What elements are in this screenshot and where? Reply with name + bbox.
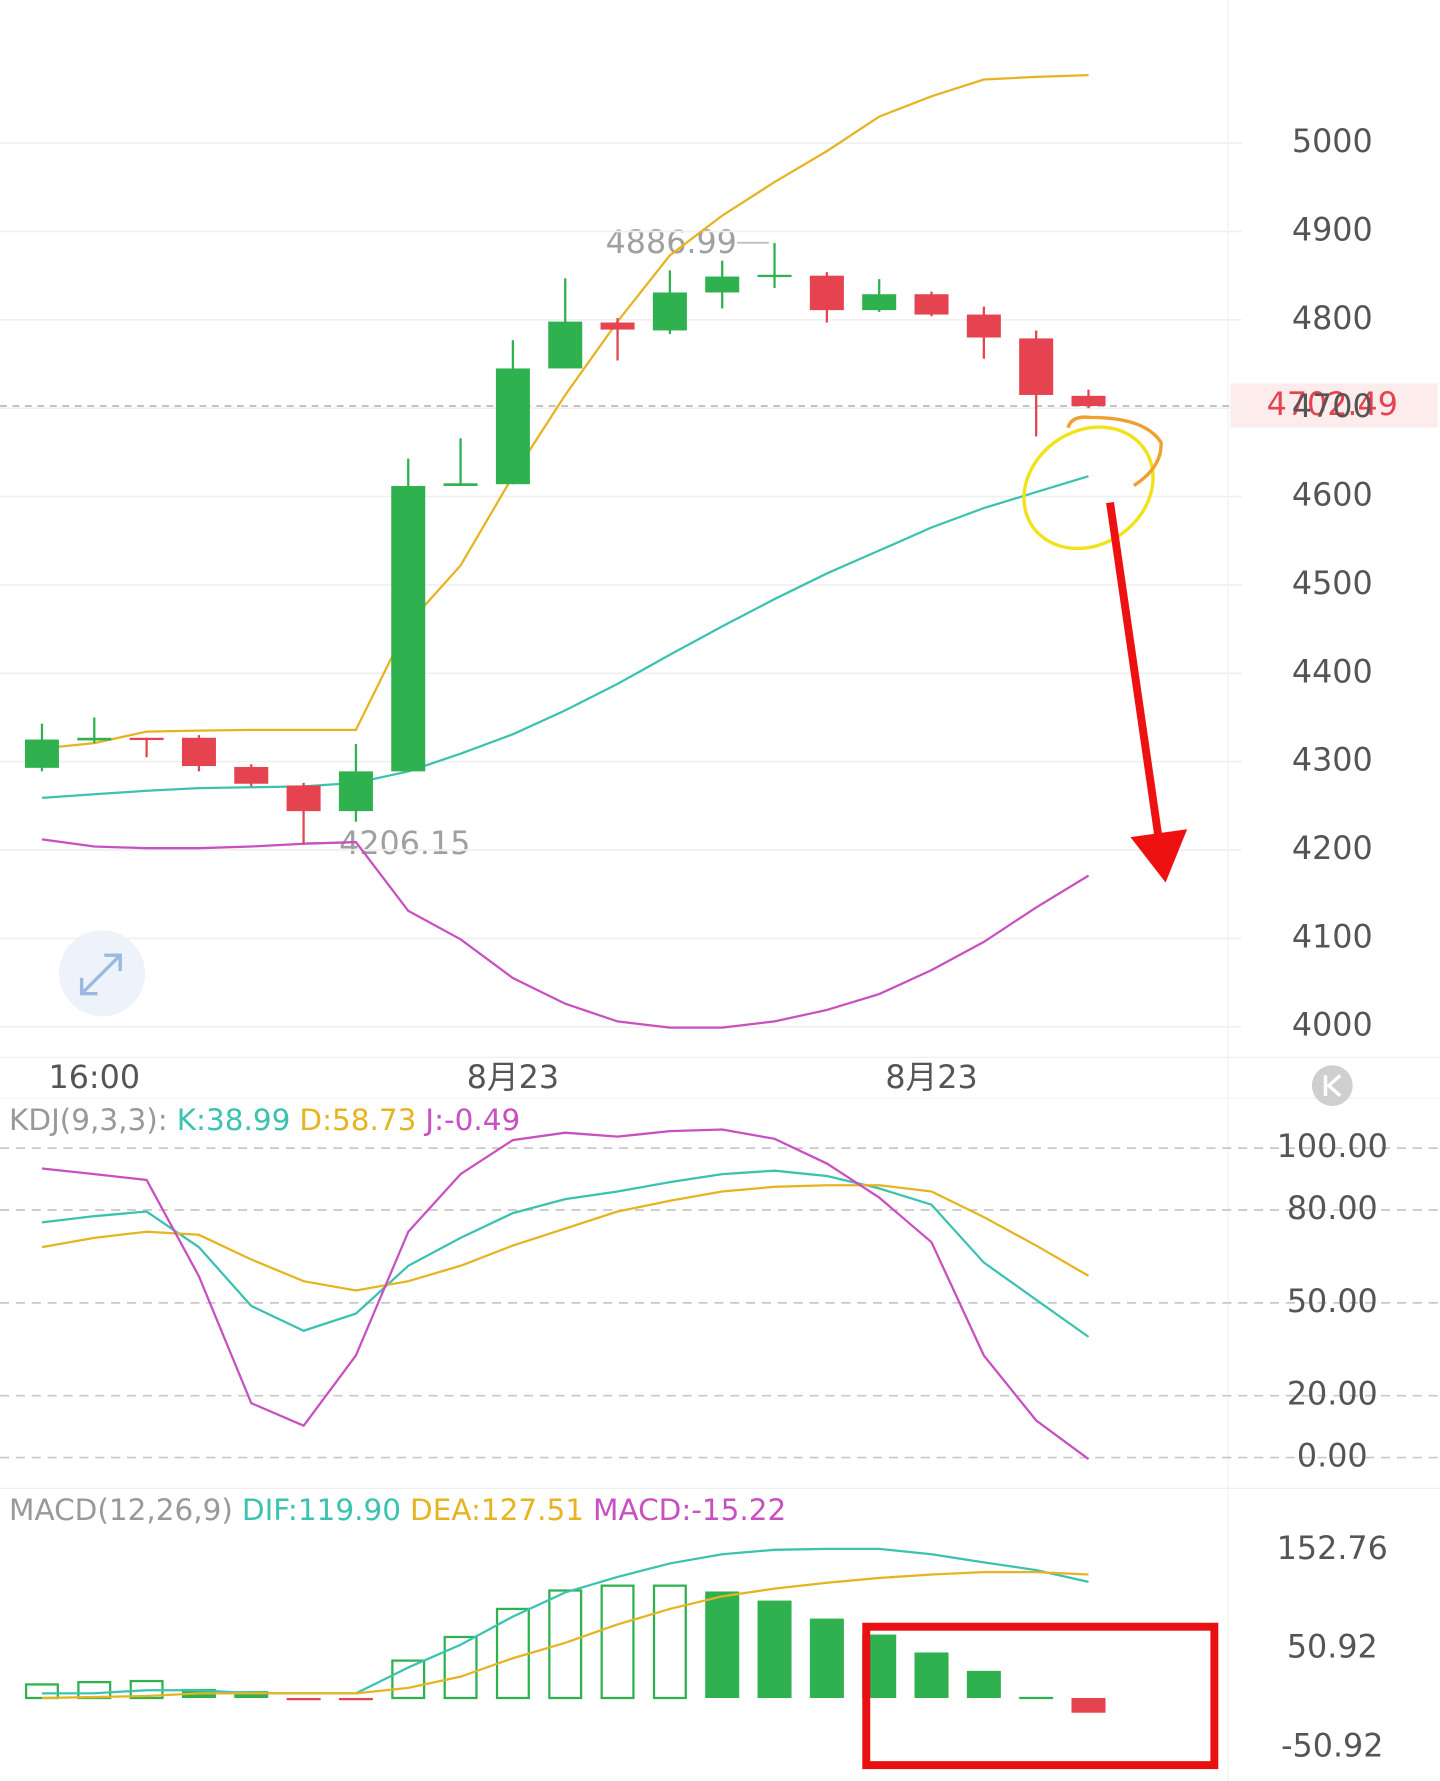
y-tick-label: 80.00 xyxy=(1287,1191,1378,1227)
header-item: DIF:119.90 xyxy=(242,1493,401,1527)
macd-bar xyxy=(548,1589,583,1700)
macd-bar xyxy=(234,1691,269,1698)
macd-bar xyxy=(705,1591,740,1698)
y-tick-label: 4900 xyxy=(1292,212,1373,248)
red-arrow-shaft xyxy=(1106,501,1163,841)
y-tick-label: 4100 xyxy=(1292,919,1373,955)
macd-bar xyxy=(286,1697,321,1701)
indicator-line xyxy=(41,1128,1090,1460)
red-arrow-head xyxy=(1130,829,1188,883)
price-label-box xyxy=(1230,383,1438,428)
y-tick-label: 152.76 xyxy=(1277,1531,1388,1567)
indicator-line xyxy=(41,1169,1090,1338)
indicator-line xyxy=(41,73,1089,750)
y-tick-label: 4400 xyxy=(1292,654,1373,690)
macd-bar xyxy=(757,1600,792,1698)
candle-body xyxy=(77,737,112,741)
indicator-line xyxy=(41,1547,1089,1695)
macd-bar xyxy=(809,1618,844,1698)
header-item: MACD(12,26,9) xyxy=(9,1493,233,1527)
macd-bar xyxy=(391,1659,426,1700)
candle-body xyxy=(1071,395,1106,407)
y-tick-label: 20.00 xyxy=(1287,1377,1378,1413)
macd-bar xyxy=(338,1697,373,1701)
y-tick-label: 0.00 xyxy=(1297,1439,1368,1475)
orange-scribble xyxy=(1066,415,1163,487)
y-tick-label: 50.00 xyxy=(1287,1284,1378,1320)
k-icon xyxy=(1323,1074,1342,1098)
candle-body xyxy=(391,485,426,772)
macd-bar xyxy=(443,1635,478,1700)
indicator-line xyxy=(41,1571,1089,1700)
red-highlight-box xyxy=(862,1622,1219,1770)
indicator-line xyxy=(41,838,1090,1029)
macd-bar xyxy=(24,1683,59,1700)
candle-body xyxy=(652,292,687,331)
candle-body xyxy=(757,274,792,278)
candle-body xyxy=(548,321,583,369)
expand-icon xyxy=(79,953,122,996)
candle-body xyxy=(862,294,897,311)
y-tick-label: -50.92 xyxy=(1281,1728,1383,1764)
candle-body xyxy=(914,294,949,315)
y-tick-label: 4000 xyxy=(1292,1008,1373,1044)
header-item: MACD:-15.22 xyxy=(593,1493,786,1527)
candle-body xyxy=(234,766,269,784)
candle-body xyxy=(705,276,740,293)
k-button[interactable] xyxy=(1311,1065,1353,1107)
header-item: D:58.73 xyxy=(299,1102,416,1136)
macd-bar xyxy=(1071,1697,1106,1713)
y-tick-label: 100.00 xyxy=(1277,1129,1388,1165)
x-tick-label: 16:00 xyxy=(49,1060,140,1096)
last-price-label: 4702.49 xyxy=(1267,387,1398,423)
candle-body xyxy=(24,739,59,768)
header-item: K:38.99 xyxy=(177,1102,291,1136)
indicator-line xyxy=(41,1184,1090,1292)
macd-bar xyxy=(966,1670,1001,1698)
candle-body xyxy=(181,737,216,767)
header-item: KDJ(9,3,3): xyxy=(9,1102,168,1136)
indicator-header: MACD(12,26,9) DIF:119.90 DEA:127.51 MACD:-1… xyxy=(9,1493,786,1527)
candle-body xyxy=(338,771,373,812)
indicator-line xyxy=(41,475,1089,799)
header-item: J:-0.49 xyxy=(423,1102,520,1136)
y-tick-label: 50.92 xyxy=(1287,1630,1378,1666)
candle-body xyxy=(286,785,321,812)
y-tick-label: 5000 xyxy=(1292,124,1373,160)
low-annotation: 4206.15 xyxy=(339,826,470,862)
candle-body xyxy=(129,737,164,741)
candle-body xyxy=(495,368,530,485)
x-tick-label: 8月23 xyxy=(885,1060,977,1096)
y-tick-label: 4600 xyxy=(1292,478,1373,514)
macd-bar xyxy=(914,1652,949,1698)
candle-body xyxy=(966,314,1001,338)
candle-body xyxy=(600,322,635,330)
marks: 4000 4100 4200 4300 4400 4500 4600 4700 4800 4900… xyxy=(0,73,1440,1764)
header-item: DEA:127.51 xyxy=(410,1493,584,1527)
candle-body xyxy=(443,483,478,486)
y-tick-label: 4700 xyxy=(1292,389,1373,425)
candle-body xyxy=(809,275,844,311)
y-tick-label: 4500 xyxy=(1292,566,1373,602)
macd-bar xyxy=(600,1584,635,1700)
y-tick-label: 4200 xyxy=(1292,831,1373,867)
yellow-circle xyxy=(1022,425,1155,551)
y-tick-label: 4800 xyxy=(1292,301,1373,337)
indicator-header: KDJ(9,3,3): K:38.99 D:58.73 J:-0.49 xyxy=(9,1102,520,1136)
candle-body xyxy=(1019,338,1054,395)
x-tick-label: 8月23 xyxy=(467,1060,559,1096)
y-tick-label: 4300 xyxy=(1292,743,1373,779)
macd-bar xyxy=(1019,1696,1054,1700)
macd-bar xyxy=(652,1584,687,1700)
